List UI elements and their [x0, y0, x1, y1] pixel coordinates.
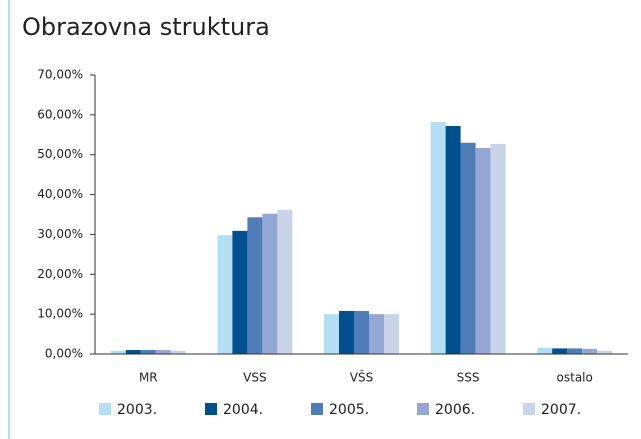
y-tick-label: 30,00%: [37, 227, 83, 241]
y-tick-label: 70,00%: [37, 68, 83, 82]
legend-swatch: [417, 403, 429, 415]
y-tick-label: 10,00%: [37, 307, 83, 321]
bar: [445, 126, 461, 354]
x-tick-label: SSS: [457, 371, 480, 385]
legend-label: 2003.: [117, 402, 157, 418]
bar: [354, 310, 369, 354]
bar: [384, 314, 399, 354]
bar: [597, 350, 613, 354]
bar: [140, 350, 156, 354]
bar: [490, 143, 506, 354]
chart-title: Obrazovna struktura: [22, 13, 270, 41]
bar: [460, 142, 476, 354]
bar: [110, 350, 126, 354]
y-tick-label: 60,00%: [37, 107, 83, 121]
bar: [475, 147, 491, 354]
bar: [537, 347, 553, 354]
x-tick-label: VSS: [243, 371, 266, 385]
x-tick-label: VŠS: [350, 370, 373, 385]
bar: [277, 209, 293, 354]
bar: [232, 230, 248, 354]
y-tick-label: 20,00%: [37, 267, 83, 281]
bar: [567, 348, 583, 354]
legend-label: 2004.: [223, 402, 263, 418]
bar: [262, 213, 278, 354]
bar: [324, 314, 339, 354]
y-tick-label: 40,00%: [37, 187, 83, 201]
bar: [125, 350, 141, 354]
bar: [430, 122, 446, 354]
legend-label: 2006.: [435, 402, 475, 418]
bar: [170, 350, 186, 354]
bar: [582, 348, 598, 354]
legend-swatch: [523, 403, 535, 415]
legend-label: 2005.: [329, 402, 369, 418]
bar: [155, 350, 171, 354]
legend-label: 2007.: [541, 402, 581, 418]
bar: [217, 235, 233, 354]
x-tick-label: ostalo: [557, 371, 593, 385]
x-tick-label: MR: [139, 371, 158, 385]
bar: [369, 314, 384, 354]
bar: [339, 310, 354, 354]
y-tick-label: 0,00%: [45, 347, 83, 361]
bar: [552, 348, 568, 354]
legend-swatch: [205, 403, 217, 415]
legend-swatch: [311, 403, 323, 415]
bar: [247, 217, 263, 354]
legend-swatch: [99, 403, 111, 415]
y-tick-label: 50,00%: [37, 147, 83, 161]
